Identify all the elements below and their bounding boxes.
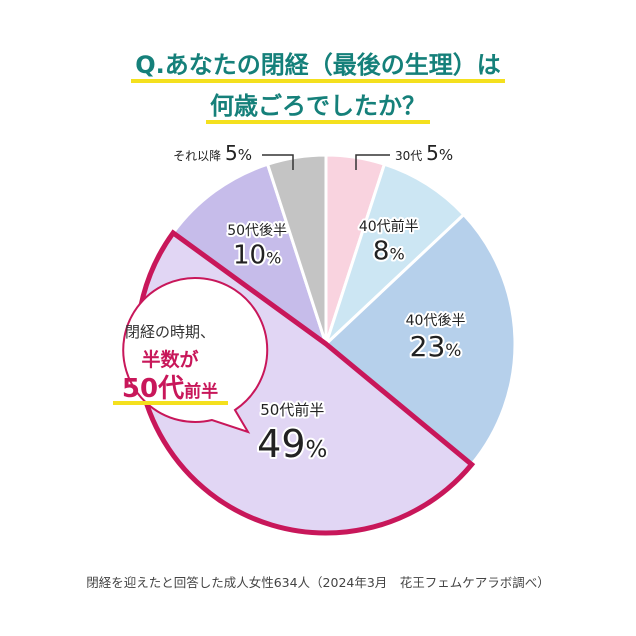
- leader-line-0: [355, 154, 390, 170]
- slice-value-label-2: 23%: [410, 330, 462, 363]
- slice-value-label-1: 8%: [373, 236, 405, 266]
- pie-slice-2: [323, 212, 517, 467]
- callout-line-2: 半数が: [141, 349, 199, 371]
- pie-slice-1: [324, 162, 466, 346]
- callout-bubble: [122, 277, 269, 434]
- source-note: 閉経を迎えたと回答した成人女性634人（2024年3月 花王フェムケアラボ調べ）: [86, 575, 550, 590]
- slice-value-label-4: 10%: [233, 240, 281, 270]
- callout-underline: [113, 401, 228, 405]
- title-line-2: 何歳ごろでしたか？: [0, 86, 636, 124]
- slice-category-label-4: 50代後半: [227, 223, 287, 239]
- slice-label-5: それ以降 5%: [173, 141, 252, 165]
- title-line-1: Q.あなたの閉経（最後の生理）は: [0, 45, 636, 83]
- callout-line-3: 50代前半: [121, 374, 219, 404]
- pie-slice-5: [265, 153, 328, 345]
- slice-value-label-3: 49%: [257, 422, 327, 466]
- leader-line-5: [262, 154, 294, 170]
- slice-category-label-1: 40代前半: [359, 218, 419, 235]
- slice-label-0: 30代 5%: [395, 141, 453, 165]
- callout-line-1: 閉経の時期、: [124, 323, 215, 341]
- slice-category-label-2: 40代後半: [406, 313, 466, 329]
- pie-slice-4: [171, 162, 329, 348]
- slice-category-label-3: 50代前半: [260, 401, 324, 419]
